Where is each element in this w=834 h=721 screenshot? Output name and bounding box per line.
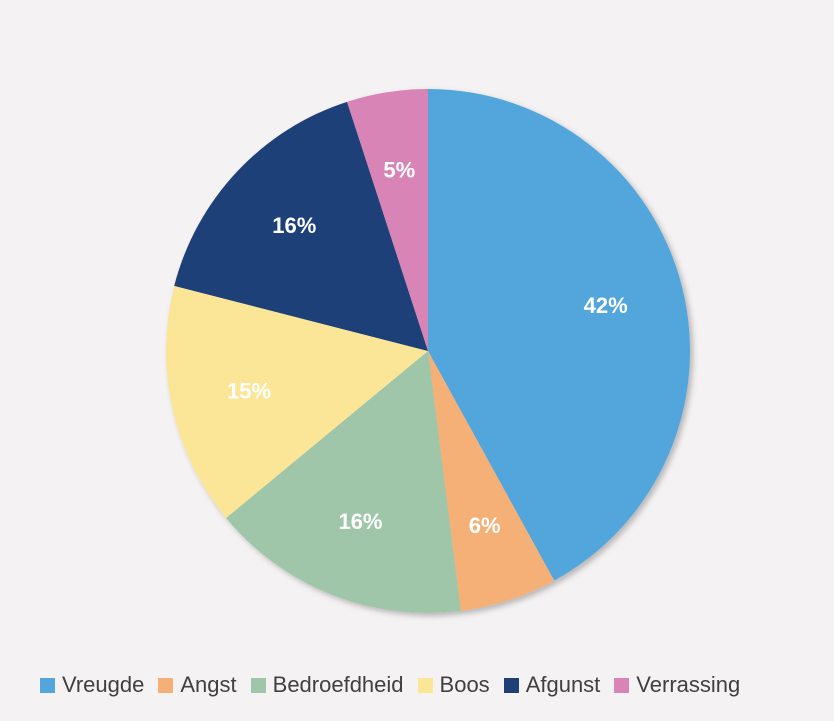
pie-slices (166, 89, 690, 614)
legend-item-vreugde: Vreugde (40, 672, 144, 698)
legend-label: Verrassing (636, 672, 741, 697)
legend-label: Afgunst (525, 672, 601, 697)
pie-slice-angst (428, 351, 555, 611)
legend-label: Bedroefdheid (272, 672, 404, 697)
pie-slice-boos (166, 285, 429, 519)
data-label-bedroefdheid: 16% (338, 509, 382, 534)
legend-item-bedroefdheid: Bedroefdheid (250, 672, 404, 698)
legend-label: Angst (180, 672, 237, 697)
data-label-boos: 15% (227, 379, 271, 404)
legend-item-afgunst: Afgunst (503, 672, 601, 698)
legend-swatch (40, 677, 55, 693)
legend-swatch (503, 677, 519, 693)
legend: Vreugde Angst Bedroefdheid Boos Afgunst Verra… (40, 670, 830, 700)
legend-swatch (158, 677, 174, 693)
pie-data-labels: 42% 6% 16% 15% 16% 5% (227, 157, 628, 538)
data-label-verrassing: 5% (383, 157, 415, 182)
legend-item-boos: Boos (417, 672, 490, 698)
pie-slice-vreugde (428, 89, 690, 581)
pie-slice-verrassing (347, 89, 428, 351)
legend-swatch (417, 677, 433, 693)
data-label-vreugde: 42% (584, 293, 628, 318)
pie-slice-afgunst (174, 101, 428, 351)
legend-swatch (250, 677, 266, 693)
pie-slice-bedroefdheid (226, 351, 461, 614)
legend-item-angst: Angst (158, 672, 237, 698)
legend-label: Boos (439, 672, 490, 697)
legend-swatch (614, 677, 630, 693)
legend-item-verrassing: Verrassing (614, 672, 740, 698)
data-label-angst: 6% (469, 513, 501, 538)
legend-label: Vreugde (62, 672, 145, 697)
data-label-afgunst: 16% (272, 213, 316, 238)
